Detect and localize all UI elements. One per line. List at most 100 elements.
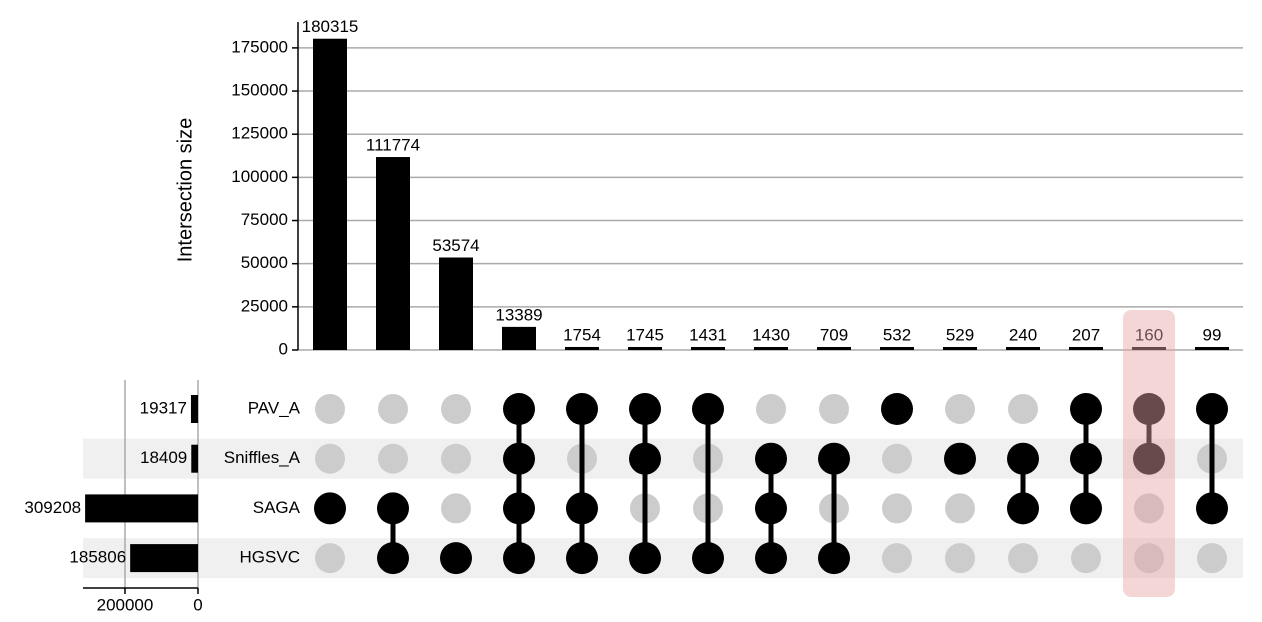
- active-dot: [629, 542, 661, 575]
- set-size-tick-label: 200000: [97, 595, 154, 614]
- active-dot: [314, 492, 346, 525]
- set-size-bar: [191, 444, 198, 473]
- active-dot: [881, 393, 913, 425]
- inactive-dot: [756, 394, 786, 424]
- intersection-bar: [376, 157, 410, 350]
- active-dot: [503, 393, 535, 425]
- y-axis-label: Intersection size: [174, 118, 196, 263]
- intersection-bar: [502, 326, 536, 350]
- active-dot: [1196, 393, 1228, 425]
- y-tick-label: 150000: [231, 81, 288, 100]
- active-dot: [818, 442, 850, 475]
- set-name: HGSVC: [240, 548, 300, 567]
- intersection-bar: [1006, 347, 1040, 350]
- inactive-dot: [1071, 543, 1101, 574]
- inactive-dot: [1008, 543, 1038, 574]
- inactive-dot: [882, 443, 912, 474]
- inactive-dot: [819, 394, 849, 424]
- set-name: SAGA: [253, 498, 301, 517]
- active-dot: [944, 442, 976, 475]
- y-tick-label: 25000: [241, 296, 288, 315]
- value-label: 111774: [366, 136, 420, 155]
- active-dot: [692, 542, 724, 575]
- intersection-bar: [565, 346, 599, 350]
- active-dot: [1133, 442, 1165, 475]
- active-dot: [1070, 442, 1102, 475]
- set-size-label: 185806: [69, 548, 126, 567]
- y-tick-label: 0: [279, 339, 288, 358]
- inactive-dot: [441, 493, 471, 524]
- active-dot: [1007, 492, 1039, 525]
- highlight-box: [1123, 310, 1175, 597]
- value-label: 709: [820, 325, 848, 344]
- active-dot: [377, 542, 409, 575]
- value-label: 180315: [302, 17, 359, 36]
- inactive-dot: [441, 443, 471, 474]
- set-size-label: 309208: [24, 498, 81, 517]
- active-dot: [377, 492, 409, 525]
- active-dot: [1196, 492, 1228, 525]
- active-dot: [503, 542, 535, 575]
- intersection-bar: [880, 347, 914, 350]
- inactive-dot: [315, 443, 345, 474]
- intersection-bar: [1132, 347, 1166, 350]
- inactive-dot: [882, 493, 912, 524]
- value-label: 240: [1009, 325, 1037, 344]
- row-stripe: [83, 438, 1243, 479]
- value-label: 532: [883, 325, 911, 344]
- value-label: 99: [1203, 325, 1222, 344]
- y-tick-label: 50000: [241, 253, 288, 272]
- set-size-label: 18409: [140, 448, 187, 467]
- value-label: 207: [1072, 325, 1100, 344]
- intersection-bar: [754, 347, 788, 350]
- active-dot: [818, 542, 850, 575]
- set-size-label: 19317: [140, 398, 187, 417]
- active-dot: [755, 492, 787, 525]
- inactive-dot: [945, 394, 975, 424]
- row-stripe: [83, 538, 1243, 579]
- active-dot: [503, 492, 535, 525]
- intersection-bar: [1195, 347, 1229, 350]
- active-dot: [1007, 442, 1039, 475]
- intersection-bar: [313, 38, 347, 351]
- active-dot: [755, 542, 787, 575]
- intersection-bar: [943, 347, 977, 350]
- inactive-dot: [441, 394, 471, 424]
- y-tick-label: 125000: [231, 124, 288, 143]
- inactive-dot: [315, 394, 345, 424]
- intersection-bar: [439, 257, 473, 350]
- active-dot: [566, 542, 598, 575]
- value-label: 1430: [752, 325, 790, 344]
- set-name: PAV_A: [248, 398, 301, 417]
- active-dot: [1070, 393, 1102, 425]
- value-label: 160: [1135, 325, 1163, 344]
- set-size-tick-label: 0: [193, 595, 202, 614]
- inactive-dot: [315, 543, 345, 574]
- active-dot: [692, 393, 724, 425]
- inactive-dot: [1008, 394, 1038, 424]
- value-label: 1745: [626, 325, 664, 344]
- active-dot: [755, 442, 787, 475]
- active-dot: [566, 492, 598, 525]
- inactive-dot: [1134, 543, 1164, 574]
- inactive-dot: [945, 543, 975, 574]
- intersection-bar: [628, 346, 662, 350]
- inactive-dot: [378, 443, 408, 474]
- value-label: 1754: [563, 325, 601, 344]
- active-dot: [629, 442, 661, 475]
- set-name: Sniffles_A: [224, 448, 301, 467]
- y-tick-label: 100000: [231, 167, 288, 186]
- active-dot: [1070, 492, 1102, 525]
- y-tick-label: 175000: [231, 37, 288, 56]
- set-size-bar: [190, 395, 198, 423]
- set-size-bar: [130, 544, 198, 573]
- inactive-dot: [1134, 493, 1164, 524]
- active-dot: [503, 442, 535, 475]
- value-label: 1431: [689, 325, 727, 344]
- inactive-dot: [945, 493, 975, 524]
- active-dot: [629, 393, 661, 425]
- inactive-dot: [882, 543, 912, 574]
- set-size-bar: [85, 494, 198, 523]
- intersection-bar: [1069, 347, 1103, 350]
